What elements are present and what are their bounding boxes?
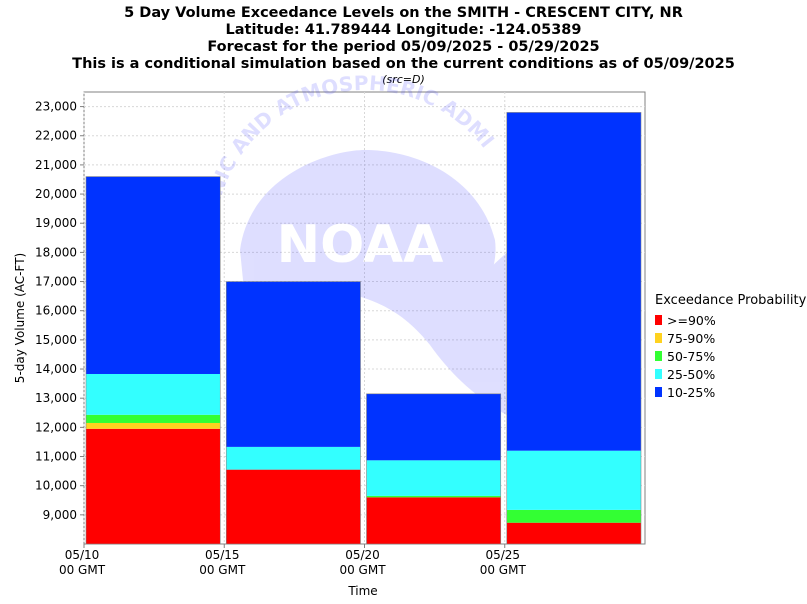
legend-item: 10-25% (655, 383, 806, 401)
y-tick-label: 10,000 (35, 479, 77, 493)
bar-2-segment-1 (226, 469, 361, 544)
legend-label: 50-75% (667, 348, 716, 364)
bar-3-segment-5 (366, 393, 501, 461)
bar-4-segment-3 (506, 509, 641, 523)
bar-4-outline (506, 112, 642, 545)
legend-items: >=90% 75-90% 50-75% 25-50% 10-25% (655, 311, 806, 401)
bar-4-segment-4 (506, 450, 641, 510)
y-axis-label: 5-day Volume (AC-FT) (13, 253, 27, 383)
y-tick-label: 11,000 (35, 450, 77, 464)
legend-swatch (655, 351, 662, 361)
chart-titles: 5 Day Volume Exceedance Levels on the SM… (0, 5, 807, 87)
bar-1-segment-3 (86, 414, 221, 423)
bar-2-outline (225, 281, 361, 545)
stacked-bars (85, 112, 642, 545)
bar-3-segment-1 (366, 497, 501, 544)
bar-3-segment-3 (366, 495, 501, 498)
legend-label: 75-90% (667, 330, 716, 346)
source-note: (src=D) (382, 73, 425, 86)
x-tick-date: 05/25 (485, 548, 520, 562)
noaa-watermark: NOAA CEANIC AND ATMOSPHERIC ADMI (196, 71, 515, 420)
legend: Exceedance Probability >=90% 75-90% 50-75%… (655, 293, 806, 401)
watermark-emblem-shape (240, 150, 496, 345)
legend-swatch (655, 333, 662, 343)
y-tick-label: 18,000 (35, 245, 77, 259)
x-tick-date: 05/15 (205, 548, 240, 562)
bar-2-segment-4 (226, 446, 361, 470)
y-tick-label: 14,000 (35, 362, 77, 376)
chart-title-line-1: 5 Day Volume Exceedance Levels on the SM… (124, 5, 683, 21)
chart-title-line-3: Forecast for the period 05/09/2025 - 05/… (207, 39, 600, 55)
legend-item: 25-50% (655, 365, 806, 383)
bar-1-outline (85, 176, 221, 545)
bar-3-outline (366, 393, 502, 545)
y-tick-label: 21,000 (35, 158, 77, 172)
legend-item: 50-75% (655, 347, 806, 365)
bar-4-segment-1 (506, 522, 641, 544)
y-tick-label: 19,000 (35, 216, 77, 230)
bar-4-segment-5 (506, 112, 641, 451)
x-tick-sub: 00 GMT (199, 563, 246, 577)
y-axis: 9,000 10,000 11,000 12,000 13,000 14,000 15,00… (35, 100, 84, 522)
y-tick-label: 13,000 (35, 391, 77, 405)
legend-swatch (655, 315, 662, 325)
legend-title: Exceedance Probability (655, 293, 807, 308)
legend-label: 10-25% (667, 384, 716, 400)
y-tick-label: 22,000 (35, 129, 77, 143)
chart-title-line-2: Latitude: 41.789444 Longitude: -124.0538… (225, 22, 582, 38)
x-tick-sub: 00 GMT (59, 563, 106, 577)
bar-2-segment-5 (226, 281, 361, 447)
y-tick-label: 23,000 (35, 100, 77, 114)
bar-3-segment-4 (366, 460, 501, 496)
watermark-wave-shape (430, 250, 515, 420)
legend-label: >=90% (667, 312, 716, 328)
y-tick-label: 15,000 (35, 333, 77, 347)
x-tick-date: 05/20 (345, 548, 380, 562)
chart-title-line-4: This is a conditional simulation based o… (72, 56, 735, 72)
y-tick-label: 16,000 (35, 304, 77, 318)
y-tick-label: 9,000 (43, 508, 77, 522)
y-tick-label: 17,000 (35, 275, 77, 289)
legend-item: >=90% (655, 311, 806, 329)
watermark-logo-text: NOAA (277, 215, 444, 275)
legend-swatch (655, 369, 662, 379)
x-tick-sub: 00 GMT (339, 563, 386, 577)
bar-1-segment-4 (86, 373, 221, 415)
legend-item: 75-90% (655, 329, 806, 347)
y-tick-label: 12,000 (35, 420, 77, 434)
x-tick-date: 05/10 (65, 548, 100, 562)
x-axis-label: Time (347, 584, 377, 598)
legend-label: 25-50% (667, 366, 716, 382)
x-tick-sub: 00 GMT (480, 563, 527, 577)
y-tick-label: 20,000 (35, 187, 77, 201)
bar-1-segment-5 (86, 176, 221, 374)
bar-1-segment-2 (86, 422, 221, 429)
legend-swatch (655, 387, 662, 397)
bar-1-segment-1 (86, 428, 221, 544)
